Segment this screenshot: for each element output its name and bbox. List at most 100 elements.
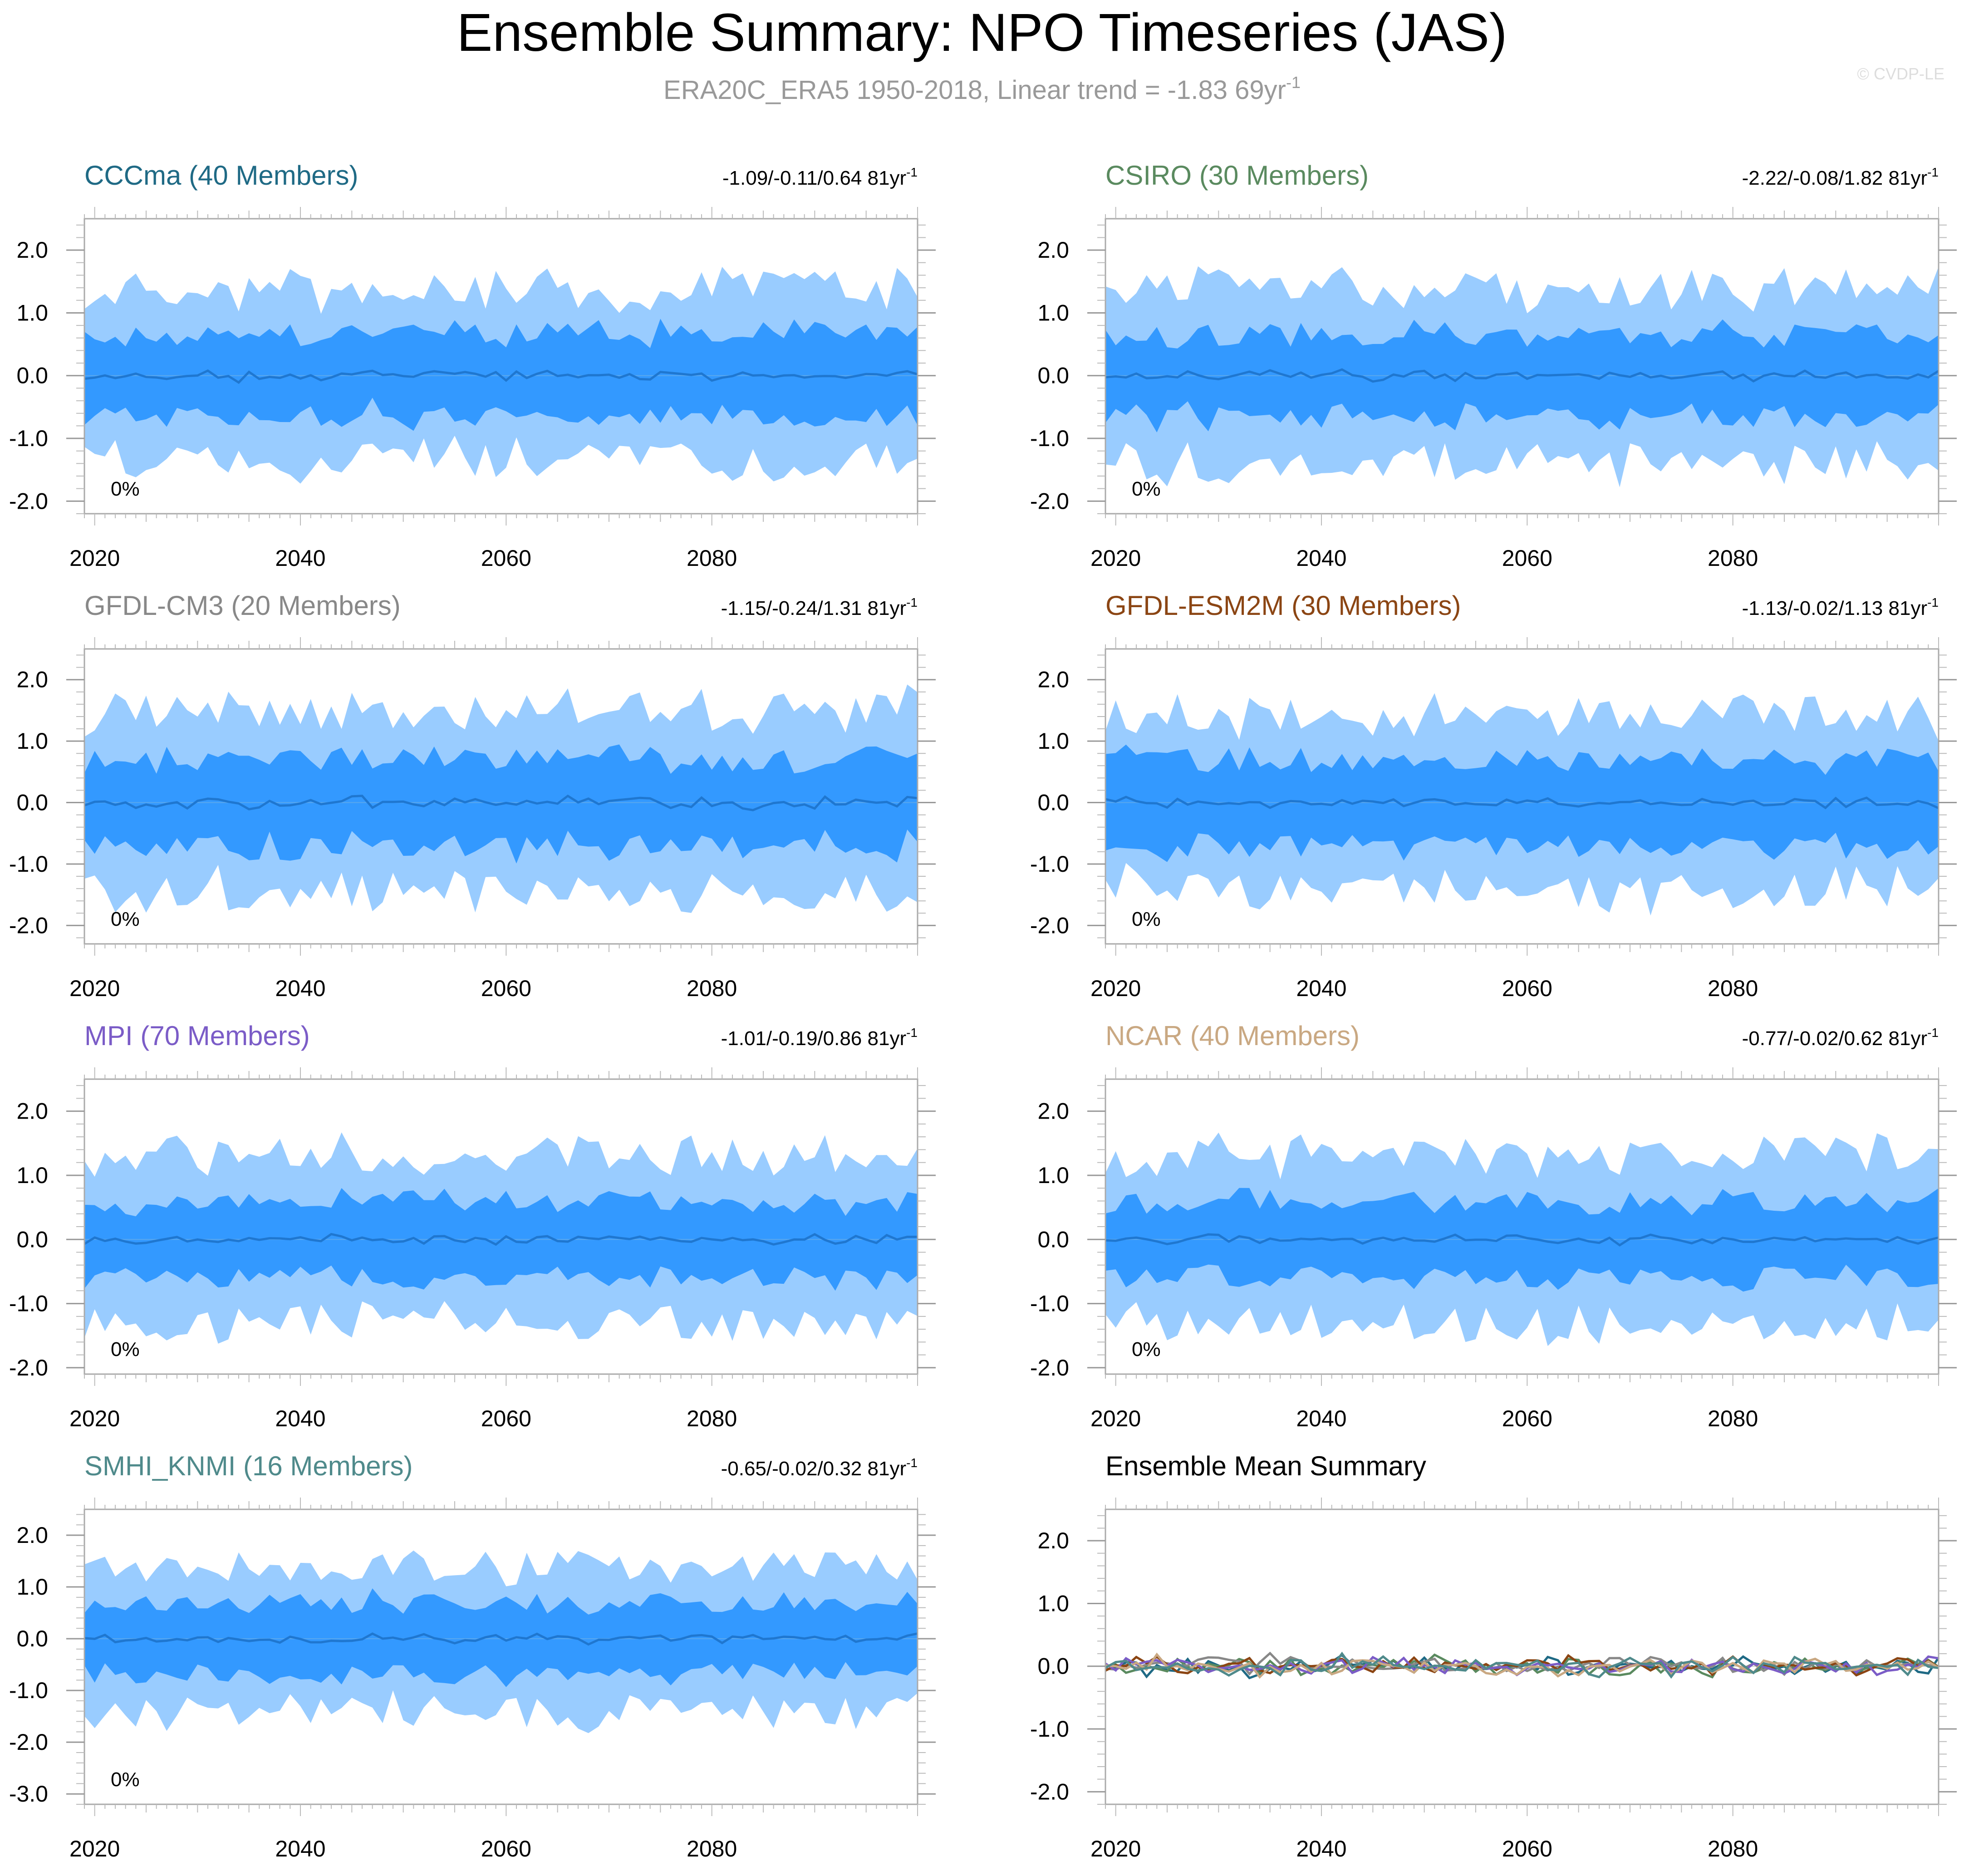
y-tick-label: 1.0 xyxy=(1037,300,1069,325)
x-tick-label: 2020 xyxy=(1090,1836,1141,1861)
y-tick-label: -1.0 xyxy=(1030,1716,1069,1742)
panel-title: GFDL-CM3 (20 Members) xyxy=(84,590,401,621)
y-tick-label: 2.0 xyxy=(16,667,48,692)
panel-gfdl-esm2m: GFDL-ESM2M (30 Members) -1.13/-0.02/1.13 … xyxy=(1030,590,1957,1001)
panel-mpi: MPI (70 Members) -1.01/-0.19/0.86 81yr-1 0… xyxy=(9,1021,936,1431)
x-tick-label: 2060 xyxy=(1502,545,1552,571)
y-tick-label: -3.0 xyxy=(9,1781,48,1807)
panel-trend: -0.65/-0.02/0.32 81yr-1 xyxy=(721,1456,918,1480)
y-tick-label: 1.0 xyxy=(1037,1591,1069,1616)
y-tick-label: 1.0 xyxy=(1037,1163,1069,1188)
panel-title: MPI (70 Members) xyxy=(84,1021,310,1051)
percent-label: 0% xyxy=(111,478,140,500)
y-tick-label: -1.0 xyxy=(9,426,48,451)
trend-sup: -1 xyxy=(906,595,918,609)
trend-text: -0.77/-0.02/0.62 81yr xyxy=(1742,1027,1927,1050)
trend-text: -1.01/-0.19/0.86 81yr xyxy=(721,1027,906,1050)
plot-frame xyxy=(1105,218,1939,515)
trend-text: -1.09/-0.11/0.64 81yr xyxy=(722,167,906,189)
y-tick-label: -1.0 xyxy=(1030,426,1069,451)
trend-sup: -1 xyxy=(1927,595,1939,609)
trend-text: -1.15/-0.24/1.31 81yr xyxy=(721,597,906,619)
x-tick-label: 2020 xyxy=(69,1406,120,1431)
x-tick-label: 2060 xyxy=(1502,976,1552,1001)
series-line-ncar xyxy=(1105,1652,1939,1679)
y-tick-label: 1.0 xyxy=(1037,728,1069,754)
y-tick-label: -1.0 xyxy=(9,851,48,877)
x-tick-label: 2080 xyxy=(687,545,737,571)
y-tick-label: 0.0 xyxy=(16,363,48,388)
panel-trend: -1.15/-0.24/1.31 81yr-1 xyxy=(721,595,918,619)
panel-ensemble: Ensemble Mean Summary 2.0 1.0 0.0 -1.0 -2.0 20… xyxy=(1030,1451,1957,1861)
panels: CCCma (40 Members) -1.09/-0.11/0.64 81yr-… xyxy=(9,160,1957,1861)
inner-band xyxy=(84,319,918,431)
page-subtitle: ERA20C_ERA5 1950-2018, Linear trend = -1… xyxy=(663,73,1301,105)
x-tick-label: 2040 xyxy=(1296,545,1346,571)
x-tick-label: 2040 xyxy=(275,545,325,571)
panel-title: Ensemble Mean Summary xyxy=(1105,1451,1426,1481)
x-tick-label: 2020 xyxy=(1090,1406,1141,1431)
x-tick-label: 2040 xyxy=(1296,1836,1346,1861)
plot-frame xyxy=(1105,648,1939,945)
trend-text: -2.22/-0.08/1.82 81yr xyxy=(1742,167,1927,189)
subtitle-sup: -1 xyxy=(1286,73,1301,92)
plot-frame xyxy=(83,648,918,945)
panel-trend: -1.13/-0.02/1.13 81yr-1 xyxy=(1742,595,1939,619)
percent-label: 0% xyxy=(1132,908,1161,930)
x-tick-label: 2040 xyxy=(275,1406,325,1431)
ensemble-mean-line xyxy=(83,1233,918,1246)
trend-sup: -1 xyxy=(1927,1026,1939,1040)
y-tick-label: 1.0 xyxy=(16,1163,48,1188)
inner-band xyxy=(1105,744,1939,862)
ensemble-mean-line xyxy=(84,1632,918,1646)
x-tick-label: 2060 xyxy=(481,1836,531,1861)
copyright: © CVDP-LE xyxy=(1857,64,1944,83)
trend-sup: -1 xyxy=(906,165,918,179)
y-tick-label: -2.0 xyxy=(9,913,48,938)
subtitle-text: ERA20C_ERA5 1950-2018, Linear trend = -1… xyxy=(663,75,1286,105)
panel-gfdl-cm3: GFDL-CM3 (20 Members) -1.15/-0.24/1.31 81… xyxy=(9,590,936,1001)
panel-cccma: CCCma (40 Members) -1.09/-0.11/0.64 81yr-… xyxy=(9,160,936,571)
ensemble-mean-line xyxy=(1105,796,1939,810)
y-tick-label: 0.0 xyxy=(1037,1654,1069,1679)
y-tick-label: 2.0 xyxy=(16,1099,48,1124)
y-tick-label: 0.0 xyxy=(1037,1227,1069,1252)
y-tick-label: 0.0 xyxy=(16,790,48,815)
x-tick-label: 2020 xyxy=(69,545,120,571)
ensemble-mean-line xyxy=(1105,1233,1939,1247)
trend-sup: -1 xyxy=(906,1456,918,1470)
percent-label: 0% xyxy=(111,1338,140,1360)
trend-text: -1.13/-0.02/1.13 81yr xyxy=(1742,597,1927,619)
x-tick-label: 2080 xyxy=(1708,976,1758,1001)
panel-title: NCAR (40 Members) xyxy=(1105,1021,1360,1051)
x-tick-label: 2020 xyxy=(69,976,120,1001)
panel-smhi_knmi: SMHI_KNMI (16 Members) -0.65/-0.02/0.32 8… xyxy=(9,1451,936,1861)
panel-title: SMHI_KNMI (16 Members) xyxy=(84,1451,412,1481)
y-tick-label: 2.0 xyxy=(1037,1099,1069,1124)
panel-trend: -1.09/-0.11/0.64 81yr-1 xyxy=(722,165,918,189)
y-tick-label: 2.0 xyxy=(1037,1528,1069,1553)
y-tick-label: -2.0 xyxy=(9,1729,48,1755)
percent-label: 0% xyxy=(111,1768,140,1791)
panel-trend: -1.01/-0.19/0.86 81yr-1 xyxy=(721,1026,918,1050)
panel-title: GFDL-ESM2M (30 Members) xyxy=(1105,590,1461,621)
y-tick-label: -2.0 xyxy=(1030,913,1069,938)
panel-ncar: NCAR (40 Members) -0.77/-0.02/0.62 81yr-1… xyxy=(1030,1021,1957,1431)
y-tick-label: 1.0 xyxy=(16,300,48,325)
ensemble-mean-line xyxy=(1105,368,1939,383)
ensemble-mean-line xyxy=(84,794,918,811)
y-tick-label: -2.0 xyxy=(1030,1779,1069,1804)
percent-label: 0% xyxy=(1132,478,1161,500)
x-tick-label: 2060 xyxy=(1502,1406,1552,1431)
x-tick-label: 2020 xyxy=(1090,976,1141,1001)
series-line-smhi_knmi xyxy=(1105,1651,1939,1679)
percent-label: 0% xyxy=(1132,1338,1161,1360)
page-title: Ensemble Summary: NPO Timeseries (JAS) xyxy=(457,3,1507,63)
panel-csiro: CSIRO (30 Members) -2.22/-0.08/1.82 81yr-… xyxy=(1030,160,1957,571)
x-tick-label: 2080 xyxy=(1708,1836,1758,1861)
x-tick-label: 2080 xyxy=(1708,545,1758,571)
y-tick-label: 0.0 xyxy=(1037,790,1069,815)
y-tick-label: 2.0 xyxy=(1037,237,1069,263)
x-tick-label: 2040 xyxy=(1296,976,1346,1001)
